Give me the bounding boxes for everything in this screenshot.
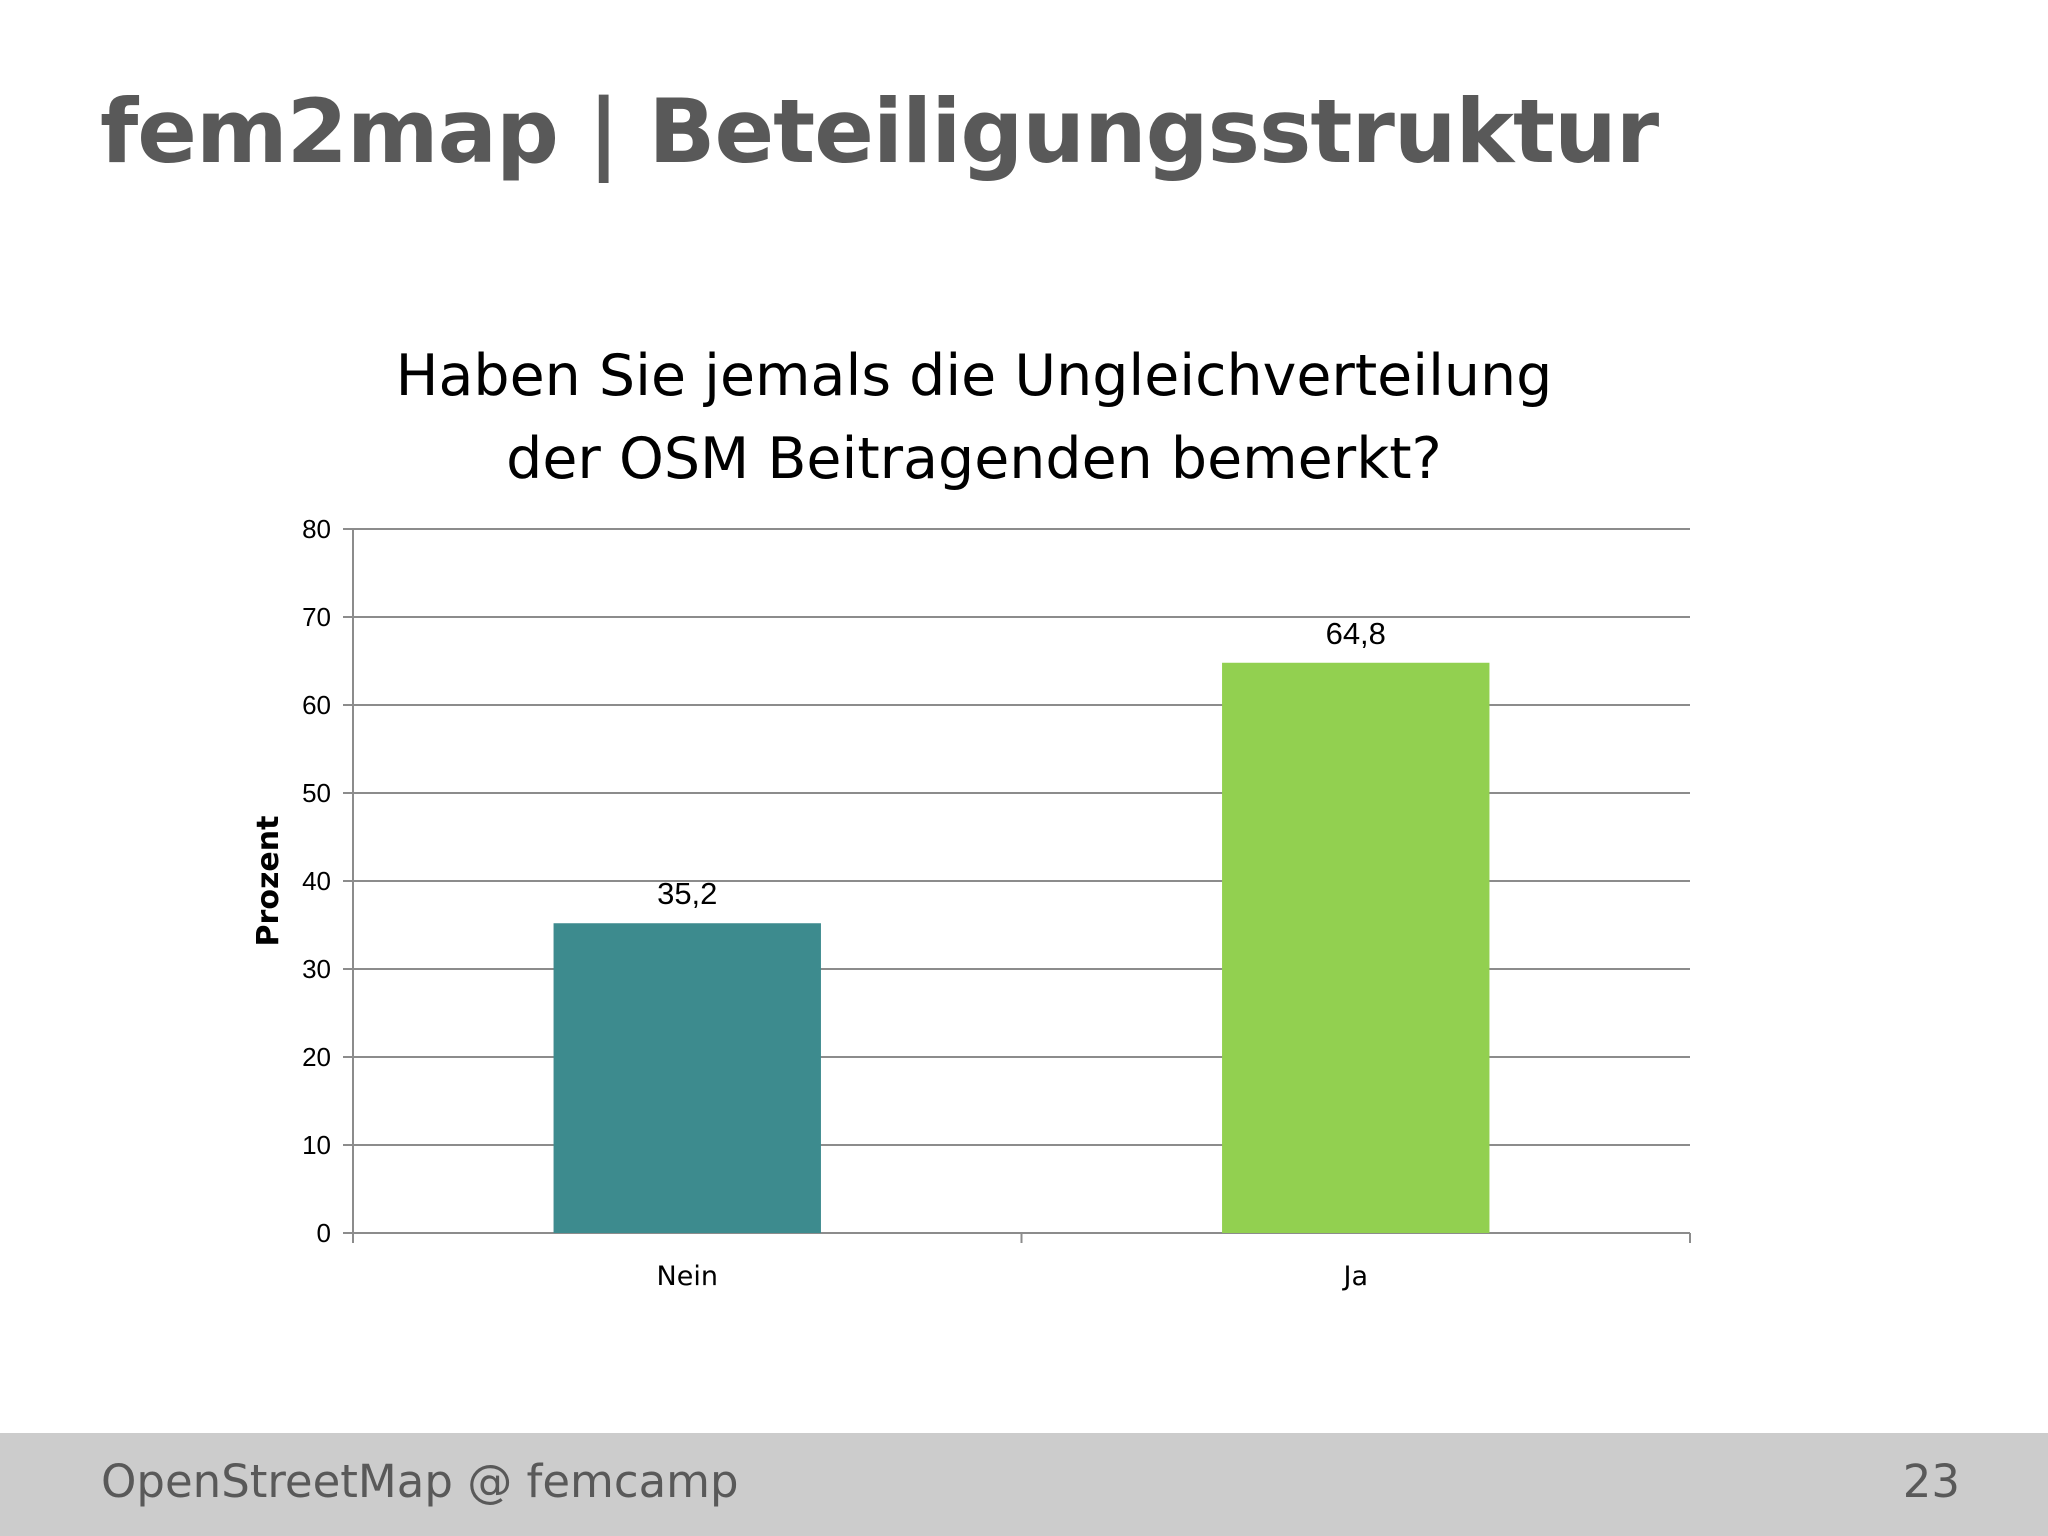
x-category-label: Nein: [657, 1261, 718, 1292]
y-axis-label: Prozent: [251, 816, 286, 947]
bar-ja: [1222, 662, 1490, 1233]
bar-chart: 0 10 20 30 40 50 60 70 80 35,2 Nein 64,8 Ja Prozent: [251, 514, 1691, 1292]
y-tick-label: 10: [302, 1130, 331, 1160]
y-tick-label: 40: [302, 866, 331, 896]
y-tick-label: 30: [302, 954, 331, 984]
y-tick-label: 60: [302, 690, 331, 720]
y-tick-label: 20: [302, 1042, 331, 1072]
y-tick-label: 0: [317, 1218, 331, 1248]
chart-title: Haben Sie jemals die Ungleichverteilung …: [0, 335, 1948, 501]
data-label: 35,2: [657, 876, 717, 911]
page-number: 23: [1902, 1455, 1960, 1508]
bar-nein: [553, 923, 821, 1233]
data-label: 64,8: [1326, 616, 1386, 651]
footer-bar: OpenStreetMap @ femcamp 23: [0, 1433, 2048, 1536]
y-tick-label: 80: [302, 514, 331, 544]
footer-text: OpenStreetMap @ femcamp: [101, 1455, 739, 1508]
y-tick-label: 70: [302, 602, 331, 632]
slide-title: fem2map | Beteiligungsstruktur: [100, 80, 1659, 183]
x-category-label: Ja: [1341, 1261, 1368, 1292]
chart-title-line-1: Haben Sie jemals die Ungleichverteilung: [395, 343, 1553, 409]
chart-title-line-2: der OSM Beitragenden bemerkt?: [506, 426, 1442, 492]
y-tick-label: 50: [302, 778, 331, 808]
